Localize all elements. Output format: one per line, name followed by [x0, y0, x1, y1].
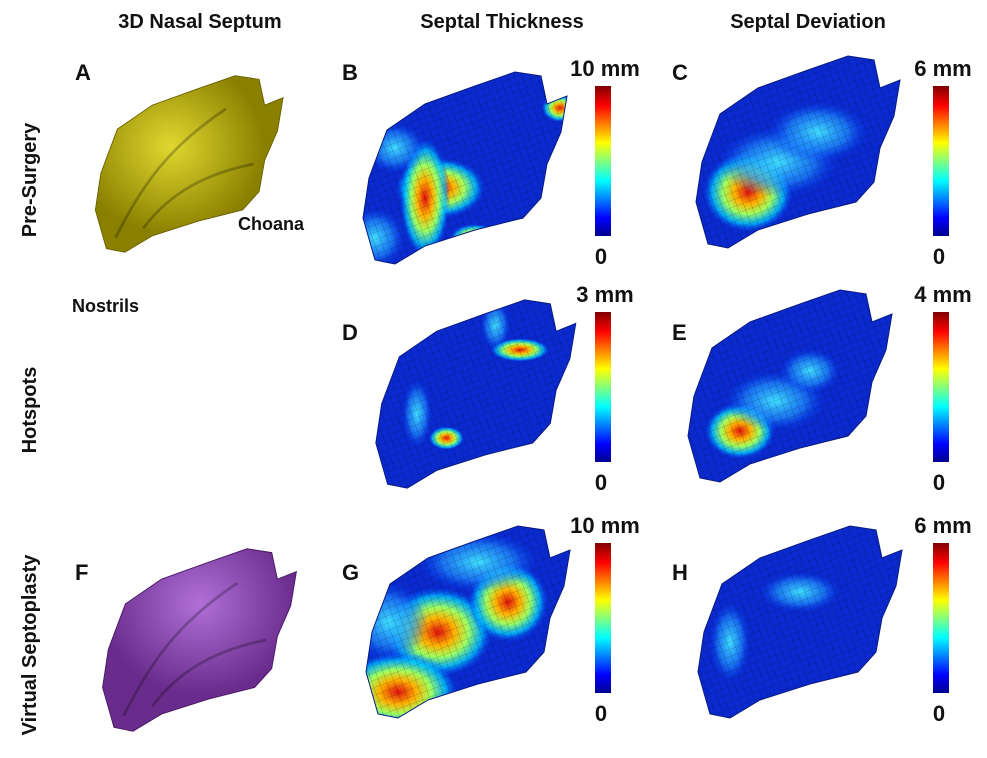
panel-letter: D	[342, 320, 358, 345]
colorbar-max: 3 mm	[576, 282, 633, 307]
heat-map	[678, 42, 918, 262]
septum-surface	[670, 276, 910, 496]
panel-letter: G	[342, 560, 359, 585]
surface	[103, 549, 297, 731]
colorbar	[595, 543, 611, 693]
mesh	[345, 58, 585, 278]
colorbar-min: 0	[933, 470, 945, 495]
panel-letter: C	[672, 60, 688, 85]
colorbar	[595, 86, 611, 236]
panel-letter: B	[342, 60, 358, 85]
row-label: Hotspots	[19, 367, 41, 454]
mesh	[358, 286, 593, 502]
annotation: Choana	[238, 214, 305, 234]
septum-surface	[678, 42, 918, 262]
column-header: Septal Deviation	[730, 11, 886, 33]
colorbar-min: 0	[595, 244, 607, 269]
colorbar-min: 0	[595, 470, 607, 495]
mesh	[680, 512, 920, 732]
colorbar	[933, 86, 949, 236]
mesh	[348, 512, 588, 732]
row-label: Virtual Septoplasty	[19, 554, 41, 736]
septum-surface	[358, 286, 593, 502]
colorbar	[933, 543, 949, 693]
row-label: Pre-Surgery	[19, 122, 41, 237]
colorbar-max: 6 mm	[914, 56, 971, 81]
column-header: 3D Nasal Septum	[118, 11, 281, 33]
colorbar-max: 10 mm	[570, 513, 640, 538]
panel-letter: H	[672, 560, 688, 585]
panel-letter: A	[75, 60, 91, 85]
septum-surface	[338, 512, 588, 732]
colorbar	[933, 312, 949, 462]
column-header: Septal Thickness	[420, 11, 583, 33]
heat-map	[358, 286, 593, 502]
septum-surface	[680, 512, 920, 732]
colorbar	[595, 312, 611, 462]
mesh	[678, 42, 918, 262]
mesh	[670, 276, 910, 496]
colorbar-max: 4 mm	[914, 282, 971, 307]
septum-surface	[103, 549, 297, 731]
heat-map	[345, 58, 585, 278]
colorbar-max: 10 mm	[570, 56, 640, 81]
colorbar-min: 0	[933, 701, 945, 726]
figure: 3D Nasal Septum Septal Thickness Septal De…	[0, 0, 987, 758]
septum-surface	[345, 58, 585, 278]
heat-map	[670, 276, 910, 496]
colorbar-max: 6 mm	[914, 513, 971, 538]
panel-letter: F	[75, 560, 88, 585]
panel-letter: E	[672, 320, 687, 345]
colorbar-min: 0	[933, 244, 945, 269]
colorbar-min: 0	[595, 701, 607, 726]
heat-map	[680, 512, 920, 732]
annotation: Nostrils	[72, 296, 139, 316]
